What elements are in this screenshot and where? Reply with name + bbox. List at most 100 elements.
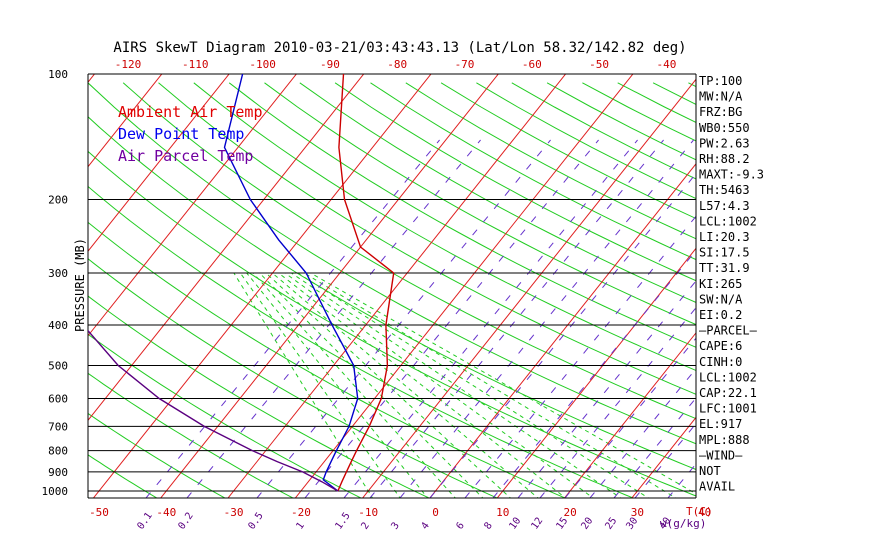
index-entry: PW:2.63	[699, 136, 750, 150]
pressure-tick-label: 200	[48, 194, 68, 207]
moist-adiabats	[233, 272, 696, 498]
moist-adiabat-line	[278, 272, 567, 498]
chart-title: AIRS SkewT Diagram 2010-03-21/03:43:43.1…	[113, 40, 686, 56]
mixing-ratio-tick-label: 0.1	[135, 511, 154, 532]
x-axis-label-mixing: w(g/kg)	[660, 517, 706, 530]
mixing-ratio-tick-label: 4	[419, 520, 431, 531]
mixing-ratio-tick-label: 20	[579, 516, 595, 532]
moist-adiabat-line	[246, 272, 429, 498]
index-entry: LCL:1002	[699, 214, 757, 228]
index-entry: NOT	[699, 464, 721, 478]
y-axis-label: PRESSURE (MB)	[73, 238, 87, 332]
legend-entry: Ambient Air Temp	[118, 103, 263, 121]
moist-adiabat-line	[284, 272, 595, 498]
pressure-tick-label: 400	[48, 319, 68, 332]
isotherm-line	[429, 163, 696, 498]
isotherm-line	[0, 55, 42, 500]
mixing-ratio-tick-label: 1.5	[333, 511, 352, 532]
dry-adiabat-line	[122, 82, 696, 420]
index-entry: —WIND—	[699, 448, 743, 462]
x-axis-label-temp: T(C)	[686, 505, 713, 518]
dry-adiabat-line	[511, 82, 696, 180]
dry-adiabat-line	[88, 454, 158, 498]
dew-point-templine	[223, 74, 359, 492]
dry-adiabat-line	[652, 82, 696, 105]
dry-adiabat-line	[88, 185, 635, 498]
bottom-temp-tick-label: 40	[698, 506, 711, 519]
index-entry: EI:0.2	[699, 308, 742, 322]
mixing-ratio-tick-label: 3	[389, 520, 401, 531]
bottom-temp-tick-label: -40	[156, 506, 176, 519]
moist-adiabat-line	[259, 272, 484, 498]
dry-adiabat-line	[228, 82, 696, 348]
bottom-temp-tick-label: 0	[432, 506, 439, 519]
dry-adiabat-line	[88, 333, 363, 498]
dry-adiabat-line	[0, 83, 23, 500]
index-entry: MPL:888	[699, 433, 750, 447]
bottom-temp-tick-label: -50	[89, 506, 109, 519]
isotherm-line	[88, 74, 163, 168]
mixing-ratio-line	[145, 139, 440, 498]
index-entry: TT:31.9	[699, 261, 750, 275]
index-entry: WB0:550	[699, 121, 750, 135]
isobars	[87, 73, 697, 499]
legend: Ambient Air Temp Dew Point Temp Air Parcel…	[118, 103, 263, 165]
dry-adiabat-line	[88, 82, 696, 445]
bottom-temp-tick-label: -30	[224, 506, 244, 519]
index-entry: CAPE:6	[699, 339, 742, 353]
moist-adiabat-line	[297, 272, 650, 498]
isotherm-line	[88, 74, 365, 422]
mixing-ratio-line	[186, 139, 481, 498]
dry-adiabat-line	[88, 372, 294, 498]
pressure-tick-label: 300	[48, 267, 68, 280]
pressure-tick-label: 800	[48, 445, 68, 458]
index-entry: CAP:22.1	[699, 386, 757, 400]
dry-adiabat-line	[88, 150, 696, 497]
moist-adiabat-line	[271, 272, 539, 498]
profile-series	[88, 74, 395, 492]
index-entry: EL:917	[699, 417, 742, 431]
index-entry: TP:100	[699, 74, 742, 88]
dry-adiabat-line	[158, 82, 696, 395]
mixing-ratio-tick-label: 8	[482, 520, 494, 531]
isotherm-line	[160, 74, 499, 498]
index-entry: RH:88.2	[699, 152, 750, 166]
top-temp-tick-label: -50	[589, 58, 609, 71]
index-entry: LCL:1002	[699, 370, 757, 384]
isotherm-line	[832, 55, 870, 500]
bottom-temp-tick-label: 30	[631, 506, 644, 519]
bottom-temp-tick-label: 20	[563, 506, 576, 519]
dry-adiabats	[0, 82, 696, 500]
pressure-tick-label: 900	[48, 466, 68, 479]
ambient-air-templine	[337, 74, 395, 492]
mixing-ratio-tick-label: 1	[294, 520, 306, 531]
top-temp-tick-label: -40	[656, 58, 676, 71]
dry-adiabat-line	[440, 82, 696, 220]
mixing-ratio-tick-label: 10	[507, 516, 523, 532]
isotherm-line	[765, 55, 870, 500]
dry-adiabat-line	[193, 82, 696, 372]
moist-adiabat-line	[239, 272, 401, 498]
moist-adiabat-line	[291, 272, 622, 498]
bottom-temp-tick-label: -10	[358, 506, 378, 519]
isotherm-line	[496, 247, 696, 498]
isotherm-line	[92, 74, 432, 498]
index-entry: AVAIL	[699, 480, 735, 494]
moist-adiabat-line	[303, 272, 677, 498]
dry-adiabat-line	[476, 82, 696, 200]
dry-adiabat-line	[88, 412, 226, 498]
index-entry: MAXT:-9.3	[699, 168, 764, 182]
index-entry: FRZ:BG	[699, 105, 742, 119]
dry-adiabat-line	[299, 82, 696, 303]
isotherm-line	[294, 74, 634, 498]
isotherm-line	[88, 74, 298, 337]
moist-adiabat-line	[310, 272, 696, 495]
index-entry: LI:20.3	[699, 230, 750, 244]
dry-adiabat-line	[88, 295, 431, 498]
mixing-ratio-lines	[145, 139, 696, 498]
pressure-tick-label: 600	[48, 392, 68, 405]
pressure-tick-label: 500	[48, 359, 68, 372]
index-entry: LFC:1001	[699, 402, 757, 416]
legend-entry: Air Parcel Temp	[118, 147, 253, 165]
